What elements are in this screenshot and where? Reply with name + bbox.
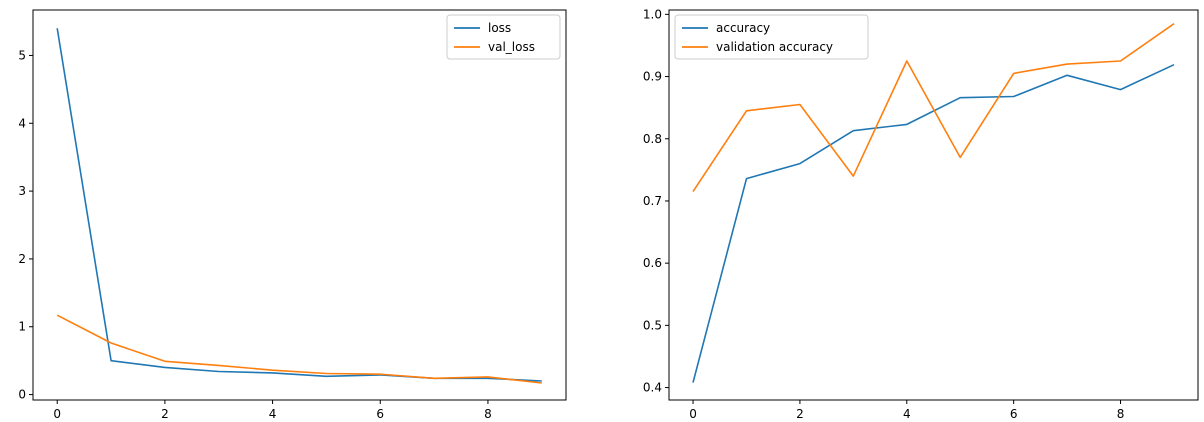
x-tick-label: 4 bbox=[269, 407, 277, 421]
legend: accuracy validation accuracy bbox=[674, 14, 869, 60]
legend-label: validation accuracy bbox=[716, 40, 833, 54]
legend: loss val_loss bbox=[446, 14, 561, 60]
y-tick-label: 4 bbox=[18, 116, 26, 130]
y-tick-label: 5 bbox=[18, 48, 26, 62]
legend-label: loss bbox=[488, 21, 511, 35]
legend-label: val_loss bbox=[488, 40, 535, 54]
y-tick-label: 3 bbox=[18, 184, 26, 198]
y-tick-label: 0.9 bbox=[643, 70, 662, 84]
series-line-val_loss bbox=[56, 314, 542, 384]
series-line-validation-accuracy bbox=[692, 23, 1175, 193]
loss-chart: 0 2 4 6 8 0 1 2 3 4 5 loss val_loss bbox=[18, 9, 567, 421]
series-line-accuracy bbox=[692, 63, 1175, 383]
accuracy-chart: 0 2 4 6 8 0.4 0.5 0.6 0.7 0.8 0.9 1.0 accuracy valida… bbox=[643, 7, 1199, 421]
x-tick-label: 8 bbox=[1117, 407, 1125, 421]
series-line-loss bbox=[56, 28, 542, 382]
y-tick-label: 1.0 bbox=[643, 7, 662, 21]
y-tick-label: 1 bbox=[18, 320, 26, 334]
legend-box bbox=[446, 14, 561, 60]
legend-box bbox=[674, 14, 869, 60]
y-tick-label: 0.6 bbox=[643, 256, 662, 270]
x-tick-label: 6 bbox=[376, 407, 384, 421]
x-tick-label: 2 bbox=[161, 407, 169, 421]
y-tick-label: 0.8 bbox=[643, 132, 662, 146]
legend-label: accuracy bbox=[716, 21, 770, 35]
y-tick-label: 0 bbox=[18, 388, 26, 402]
x-tick-label: 0 bbox=[53, 407, 61, 421]
x-tick-label: 2 bbox=[796, 407, 804, 421]
y-tick-label: 0.4 bbox=[643, 381, 662, 395]
axes-frame bbox=[32, 9, 567, 401]
y-tick-label: 0.5 bbox=[643, 318, 662, 332]
y-tick-label: 2 bbox=[18, 252, 26, 266]
axes-frame bbox=[668, 9, 1199, 401]
x-tick-label: 4 bbox=[903, 407, 911, 421]
x-tick-label: 6 bbox=[1010, 407, 1018, 421]
x-tick-label: 0 bbox=[689, 407, 697, 421]
x-tick-label: 8 bbox=[484, 407, 492, 421]
y-tick-label: 0.7 bbox=[643, 194, 662, 208]
